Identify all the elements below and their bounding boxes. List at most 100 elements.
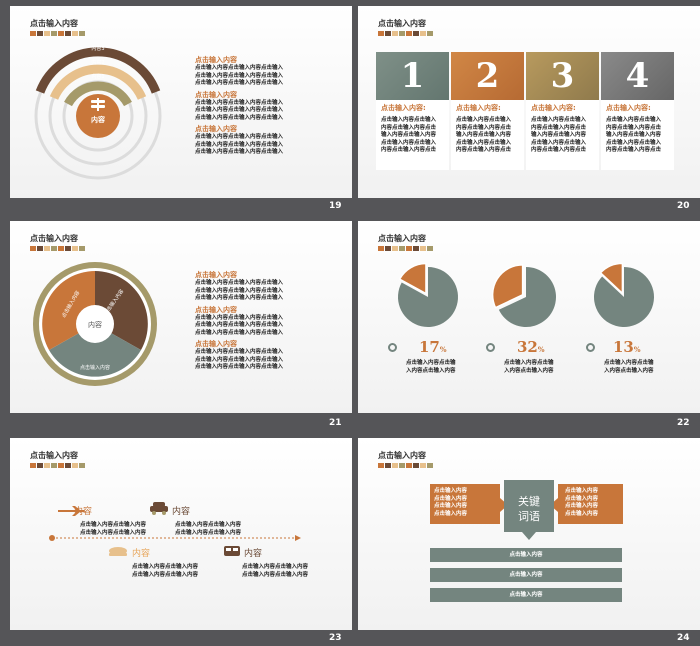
text-groups: 点击输入内容 点击输入内容点击输入内容点击输入 点击输入内容点击输入内容点击输入… xyxy=(195,271,283,372)
color-squares xyxy=(30,463,85,468)
segment-label: 点击输入内容 xyxy=(80,364,110,371)
card-line: 内容点击输入内容点击 xyxy=(606,147,662,153)
group-heading: 点击输入内容 xyxy=(195,56,237,64)
slide-title: 点击输入内容 xyxy=(378,234,426,243)
group-line: 点击输入内容点击输入内容点击输入 xyxy=(195,149,284,155)
card-line: 输入内容点击输入内容 xyxy=(606,132,662,138)
text-groups: 点击输入内容 点击输入内容点击输入内容点击输入 点击输入内容点击输入内容点击输入… xyxy=(195,56,283,157)
group-line: 点击输入内容点击输入内容点击输入 xyxy=(195,80,284,86)
item-line: 点击输入内容点击输入内容 xyxy=(80,529,147,536)
timeline xyxy=(49,502,301,556)
slide-19[interactable]: 点击输入内容 内容3 内容2 内容1 内容 点击输入内容 点击输入内容点击输入内… xyxy=(10,6,352,198)
card[interactable]: 3 点击输入内容: 点击输入内容点击输入 内容点击输入内容点击 输入内容点击输入… xyxy=(526,52,599,170)
page-number: 24 xyxy=(677,633,690,643)
percent-value: 17% xyxy=(419,338,447,356)
slide-21[interactable]: 点击输入内容 内容 点击输入内容 点击输入内容 点击输入内容 点击输入内容 点击… xyxy=(10,221,352,413)
color-squares xyxy=(378,463,433,468)
card[interactable]: 1 点击输入内容: 点击输入内容点击输入 内容点击输入内容点击 输入内容点击输入… xyxy=(376,52,449,170)
card-image: 1 xyxy=(376,52,449,100)
pie-value-slice xyxy=(398,262,427,295)
box-line: 点击输入内容 xyxy=(565,488,599,494)
caption-line: 点击输入内容点击输 xyxy=(406,360,456,366)
box-line: 点击输入内容 xyxy=(565,510,599,517)
page-number: 20 xyxy=(677,201,690,211)
circle-marker-icon xyxy=(388,342,397,352)
group-line: 点击输入内容点击输入内容点击输入 xyxy=(195,356,284,363)
timeline-item-label: 内容 xyxy=(244,549,263,559)
card-line: 内容点击输入内容点击 xyxy=(381,147,437,153)
card[interactable]: 4 点击输入内容: 点击输入内容点击输入 内容点击输入内容点击 输入内容点击输入… xyxy=(601,52,674,170)
page-number: 22 xyxy=(677,418,690,428)
group-line: 点击输入内容点击输入内容点击输入 xyxy=(195,72,284,79)
card-line: 内容点击输入内容点击 xyxy=(456,124,512,131)
slide-22[interactable]: 点击输入内容 17% 点击输入内容点击输 入内容点击输入内容 32% 点击输入内… xyxy=(358,221,700,413)
item-line: 点击输入内容点击输入内容 xyxy=(80,522,147,528)
item-line: 点击输入内容点击输入内容 xyxy=(242,564,309,570)
box-line: 点击输入内容 xyxy=(565,503,599,509)
slide-24[interactable]: 点击输入内容 关键 词语 点击输入内容 点击输入内容 点击输入内容 点击输入内容… xyxy=(358,438,700,630)
card-image: 4 xyxy=(601,52,674,100)
pie-value-slice xyxy=(491,264,524,309)
card[interactable]: 2 点击输入内容: 点击输入内容点击输入 内容点击输入内容点击 输入内容点击输入… xyxy=(451,52,524,170)
color-squares xyxy=(30,31,85,36)
card-image: 3 xyxy=(526,52,599,100)
slide-title: 点击输入内容 xyxy=(30,451,78,460)
group-heading: 点击输入内容 xyxy=(195,125,237,133)
group-line: 点击输入内容点击输入内容点击输入 xyxy=(195,329,284,336)
page-number: 23 xyxy=(329,633,342,643)
group-heading: 点击输入内容 xyxy=(195,90,237,99)
slide-23[interactable]: 点击输入内容 内容 内容 内容 内容 点击输入内容点击输入内容 点击输入内容点 xyxy=(10,438,352,630)
caption-line: 入内容点击输入内容 xyxy=(604,367,654,374)
group-line: 点击输入内容点击输入内容点击输入 xyxy=(195,107,284,113)
box-line: 点击输入内容 xyxy=(434,495,468,502)
ring-label-1: 内容1 xyxy=(91,73,104,80)
color-squares xyxy=(30,246,85,251)
caption-line: 入内容点击输入内容 xyxy=(504,367,554,374)
circle-marker-icon xyxy=(486,342,495,352)
card-line: 内容点击输入内容点击 xyxy=(531,124,587,131)
card-line: 点击输入内容点击输入 xyxy=(456,139,512,146)
percent-value: 13% xyxy=(613,338,641,356)
group-line: 点击输入内容点击输入内容点击输入 xyxy=(195,141,284,148)
box-line: 点击输入内容 xyxy=(434,503,468,509)
timeline-item-label: 内容 xyxy=(172,507,191,517)
group-heading: 点击输入内容 xyxy=(195,271,237,279)
card-line: 内容点击输入内容点击 xyxy=(456,147,512,153)
bar-label: 点击输入内容 xyxy=(509,592,543,598)
box-line: 点击输入内容 xyxy=(565,495,599,502)
slide-20[interactable]: 点击输入内容 1 点击输入内容: 点击输入内容点击输入 内容点击输入内容点击 输… xyxy=(358,6,700,198)
bar-label: 点击输入内容 xyxy=(509,572,543,578)
item-line: 点击输入内容点击输入内容 xyxy=(132,571,199,578)
card-line: 点击输入内容点击输入 xyxy=(456,117,512,123)
page-number: 19 xyxy=(329,201,342,211)
card-line: 点击输入内容点击输入 xyxy=(531,139,587,146)
center-label: 内容 xyxy=(91,115,105,124)
pie-caption: 17% 点击输入内容点击输 入内容点击输入内容 xyxy=(388,338,488,375)
card-line: 内容点击输入内容点击 xyxy=(531,147,587,153)
bar-label: 点击输入内容 xyxy=(509,552,543,558)
left-box-text: 点击输入内容 点击输入内容 点击输入内容 点击输入内容 xyxy=(434,488,467,518)
percent-value: 32% xyxy=(517,338,545,356)
slide-title: 点击输入内容 xyxy=(30,19,78,28)
slide-title: 点击输入内容 xyxy=(30,234,78,243)
concentric-rings-diagram: 内容3 内容2 内容1 内容 xyxy=(34,45,162,180)
group-line: 点击输入内容点击输入内容点击输入 xyxy=(195,295,284,301)
pie-caption: 13% 点击输入内容点击输 入内容点击输入内容 xyxy=(586,338,686,375)
box-line: 点击输入内容 xyxy=(434,488,468,494)
group-line: 点击输入内容点击输入内容点击输入 xyxy=(195,364,284,370)
card-line: 内容点击输入内容点击 xyxy=(606,124,662,131)
box-line: 点击输入内容 xyxy=(434,510,468,517)
center-label: 内容 xyxy=(88,320,102,329)
keyword-line: 词语 xyxy=(518,510,540,523)
group-heading: 点击输入内容 xyxy=(195,340,237,348)
timeline-item-text: 点击输入内容点击输入内容 点击输入内容点击输入内容 xyxy=(80,522,146,537)
right-box-text: 点击输入内容 点击输入内容 点击输入内容 点击输入内容 xyxy=(565,488,598,518)
slide-title: 点击输入内容 xyxy=(378,19,426,28)
item-line: 点击输入内容点击输入内容 xyxy=(175,522,242,528)
card-line: 输入内容点击输入内容 xyxy=(531,132,587,138)
item-line: 点击输入内容点击输入内容 xyxy=(132,564,199,570)
keyword-title: 关键 词语 xyxy=(504,494,554,524)
card-heading: 点击输入内容: xyxy=(531,104,576,112)
card-heading: 点击输入内容: xyxy=(606,104,651,112)
pie-remainder-slice xyxy=(398,267,458,327)
